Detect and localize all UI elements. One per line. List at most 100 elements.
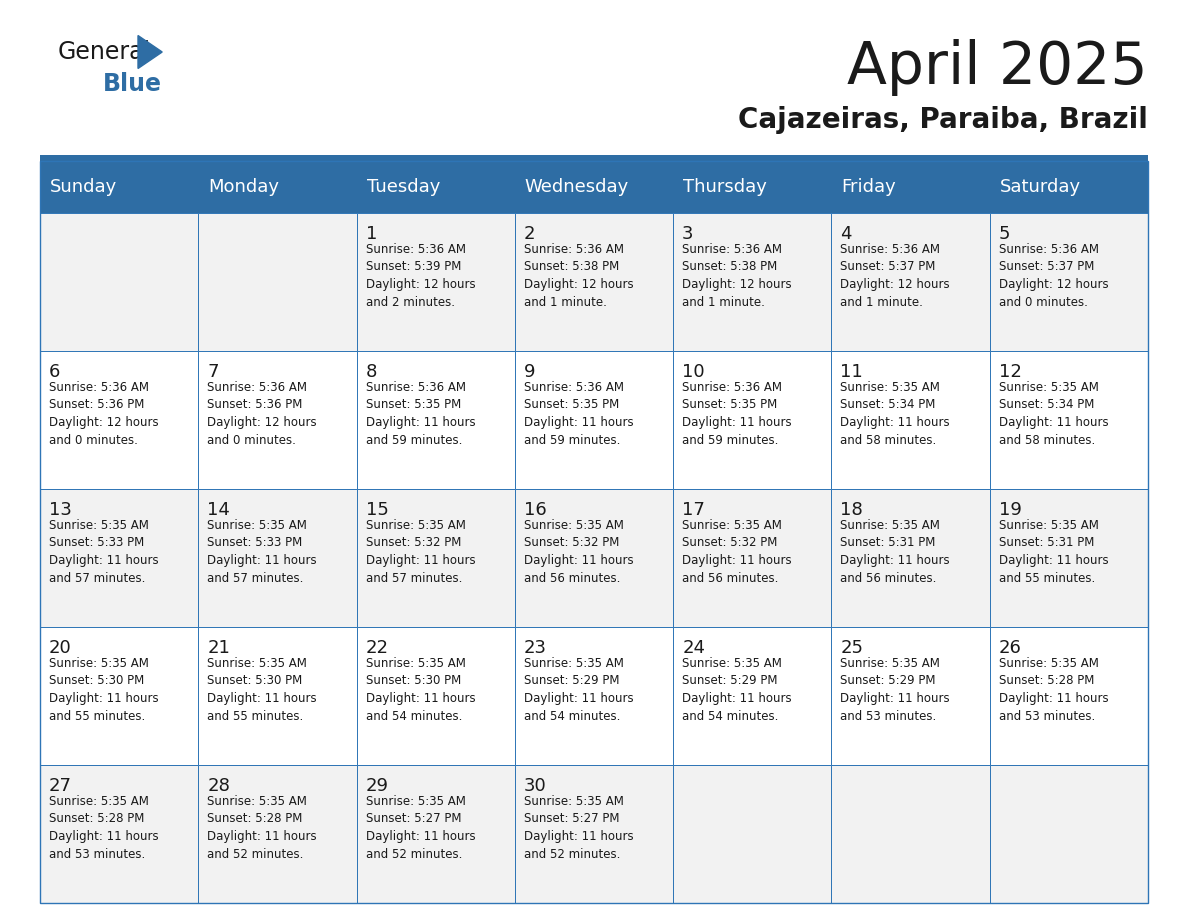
Text: 27: 27 [49,777,72,795]
Text: 18: 18 [840,501,864,519]
Bar [40,213,198,351]
Text: Sunrise: 5:35 AM
Sunset: 5:33 PM
Daylight: 11 hours
and 57 minutes.: Sunrise: 5:35 AM Sunset: 5:33 PM Dayligh… [49,519,159,585]
Text: 23: 23 [524,639,546,657]
Text: 17: 17 [682,501,704,519]
Polygon shape [138,36,163,69]
Text: 11: 11 [840,363,864,381]
Text: General: General [58,40,151,64]
Bar [40,489,198,627]
Text: Blue: Blue [103,72,162,96]
Text: Sunrise: 5:35 AM
Sunset: 5:28 PM
Daylight: 11 hours
and 53 minutes.: Sunrise: 5:35 AM Sunset: 5:28 PM Dayligh… [49,795,159,860]
Bar [990,627,1148,765]
Text: Sunrise: 5:35 AM
Sunset: 5:34 PM
Daylight: 11 hours
and 58 minutes.: Sunrise: 5:35 AM Sunset: 5:34 PM Dayligh… [999,381,1108,446]
Text: Sunrise: 5:36 AM
Sunset: 5:38 PM
Daylight: 12 hours
and 1 minute.: Sunrise: 5:36 AM Sunset: 5:38 PM Dayligh… [524,243,633,308]
Bar [356,765,514,903]
Text: Sunrise: 5:35 AM
Sunset: 5:29 PM
Daylight: 11 hours
and 54 minutes.: Sunrise: 5:35 AM Sunset: 5:29 PM Dayligh… [682,657,791,722]
Bar [198,489,356,627]
Text: Sunrise: 5:35 AM
Sunset: 5:32 PM
Daylight: 11 hours
and 56 minutes.: Sunrise: 5:35 AM Sunset: 5:32 PM Dayligh… [524,519,633,585]
Bar [198,351,356,489]
Bar [514,765,674,903]
Text: Sunrise: 5:36 AM
Sunset: 5:35 PM
Daylight: 11 hours
and 59 minutes.: Sunrise: 5:36 AM Sunset: 5:35 PM Dayligh… [366,381,475,446]
Text: Sunrise: 5:36 AM
Sunset: 5:37 PM
Daylight: 12 hours
and 0 minutes.: Sunrise: 5:36 AM Sunset: 5:37 PM Dayligh… [999,243,1108,308]
Bar [832,627,990,765]
Text: 10: 10 [682,363,704,381]
Text: Sunrise: 5:35 AM
Sunset: 5:31 PM
Daylight: 11 hours
and 55 minutes.: Sunrise: 5:35 AM Sunset: 5:31 PM Dayligh… [999,519,1108,585]
Text: Sunrise: 5:35 AM
Sunset: 5:32 PM
Daylight: 11 hours
and 56 minutes.: Sunrise: 5:35 AM Sunset: 5:32 PM Dayligh… [682,519,791,585]
Text: Sunrise: 5:35 AM
Sunset: 5:30 PM
Daylight: 11 hours
and 54 minutes.: Sunrise: 5:35 AM Sunset: 5:30 PM Dayligh… [366,657,475,722]
Text: Sunrise: 5:35 AM
Sunset: 5:33 PM
Daylight: 11 hours
and 57 minutes.: Sunrise: 5:35 AM Sunset: 5:33 PM Dayligh… [207,519,317,585]
Text: Sunrise: 5:36 AM
Sunset: 5:35 PM
Daylight: 11 hours
and 59 minutes.: Sunrise: 5:36 AM Sunset: 5:35 PM Dayligh… [524,381,633,446]
Bar [40,161,1148,213]
Bar [832,489,990,627]
Text: 14: 14 [207,501,230,519]
Text: Sunrise: 5:35 AM
Sunset: 5:29 PM
Daylight: 11 hours
and 54 minutes.: Sunrise: 5:35 AM Sunset: 5:29 PM Dayligh… [524,657,633,722]
Bar [514,351,674,489]
Text: Sunrise: 5:35 AM
Sunset: 5:34 PM
Daylight: 11 hours
and 58 minutes.: Sunrise: 5:35 AM Sunset: 5:34 PM Dayligh… [840,381,950,446]
Text: Sunrise: 5:35 AM
Sunset: 5:30 PM
Daylight: 11 hours
and 55 minutes.: Sunrise: 5:35 AM Sunset: 5:30 PM Dayligh… [49,657,159,722]
Text: Sunrise: 5:36 AM
Sunset: 5:38 PM
Daylight: 12 hours
and 1 minute.: Sunrise: 5:36 AM Sunset: 5:38 PM Dayligh… [682,243,791,308]
Bar [990,489,1148,627]
Text: Cajazeiras, Paraiba, Brazil: Cajazeiras, Paraiba, Brazil [738,106,1148,134]
Bar [40,765,198,903]
Bar [674,489,832,627]
Bar [198,765,356,903]
Text: 1: 1 [366,225,377,243]
Text: Tuesday: Tuesday [367,178,440,196]
Text: 15: 15 [366,501,388,519]
Text: Sunrise: 5:35 AM
Sunset: 5:29 PM
Daylight: 11 hours
and 53 minutes.: Sunrise: 5:35 AM Sunset: 5:29 PM Dayligh… [840,657,950,722]
Bar [990,351,1148,489]
Text: 4: 4 [840,225,852,243]
Text: Sunrise: 5:36 AM
Sunset: 5:37 PM
Daylight: 12 hours
and 1 minute.: Sunrise: 5:36 AM Sunset: 5:37 PM Dayligh… [840,243,950,308]
Text: 13: 13 [49,501,72,519]
Text: Sunrise: 5:36 AM
Sunset: 5:36 PM
Daylight: 12 hours
and 0 minutes.: Sunrise: 5:36 AM Sunset: 5:36 PM Dayligh… [207,381,317,446]
Bar [990,213,1148,351]
Bar [514,627,674,765]
Text: 20: 20 [49,639,71,657]
Text: Sunrise: 5:36 AM
Sunset: 5:39 PM
Daylight: 12 hours
and 2 minutes.: Sunrise: 5:36 AM Sunset: 5:39 PM Dayligh… [366,243,475,308]
Text: 28: 28 [207,777,230,795]
Text: 5: 5 [999,225,1010,243]
Bar [514,489,674,627]
Bar [832,213,990,351]
Bar [674,351,832,489]
Bar [674,627,832,765]
Bar [514,213,674,351]
Text: Sunrise: 5:35 AM
Sunset: 5:30 PM
Daylight: 11 hours
and 55 minutes.: Sunrise: 5:35 AM Sunset: 5:30 PM Dayligh… [207,657,317,722]
Bar [198,213,356,351]
Text: Sunrise: 5:36 AM
Sunset: 5:35 PM
Daylight: 11 hours
and 59 minutes.: Sunrise: 5:36 AM Sunset: 5:35 PM Dayligh… [682,381,791,446]
Text: 21: 21 [207,639,230,657]
Bar [674,765,832,903]
Text: 6: 6 [49,363,61,381]
Text: 25: 25 [840,639,864,657]
Text: 16: 16 [524,501,546,519]
Text: 12: 12 [999,363,1022,381]
Text: Sunrise: 5:35 AM
Sunset: 5:32 PM
Daylight: 11 hours
and 57 minutes.: Sunrise: 5:35 AM Sunset: 5:32 PM Dayligh… [366,519,475,585]
Text: Thursday: Thursday [683,178,767,196]
Text: 8: 8 [366,363,377,381]
Bar [356,627,514,765]
Text: Wednesday: Wednesday [525,178,630,196]
Bar [40,627,198,765]
Text: Sunday: Sunday [50,178,118,196]
Text: 29: 29 [366,777,388,795]
Bar [356,489,514,627]
Bar [674,213,832,351]
Text: 22: 22 [366,639,388,657]
Text: 24: 24 [682,639,706,657]
Bar [990,765,1148,903]
Bar [356,351,514,489]
Text: Sunrise: 5:36 AM
Sunset: 5:36 PM
Daylight: 12 hours
and 0 minutes.: Sunrise: 5:36 AM Sunset: 5:36 PM Dayligh… [49,381,159,446]
Text: 30: 30 [524,777,546,795]
Bar [356,213,514,351]
Text: Saturday: Saturday [1000,178,1081,196]
Bar [40,161,1148,903]
Text: 3: 3 [682,225,694,243]
Text: Sunrise: 5:35 AM
Sunset: 5:31 PM
Daylight: 11 hours
and 56 minutes.: Sunrise: 5:35 AM Sunset: 5:31 PM Dayligh… [840,519,950,585]
Text: Sunrise: 5:35 AM
Sunset: 5:28 PM
Daylight: 11 hours
and 53 minutes.: Sunrise: 5:35 AM Sunset: 5:28 PM Dayligh… [999,657,1108,722]
Text: April 2025: April 2025 [847,39,1148,96]
Bar [198,627,356,765]
Bar [40,351,198,489]
Text: 9: 9 [524,363,536,381]
Text: Monday: Monday [208,178,279,196]
Bar [40,155,1148,161]
